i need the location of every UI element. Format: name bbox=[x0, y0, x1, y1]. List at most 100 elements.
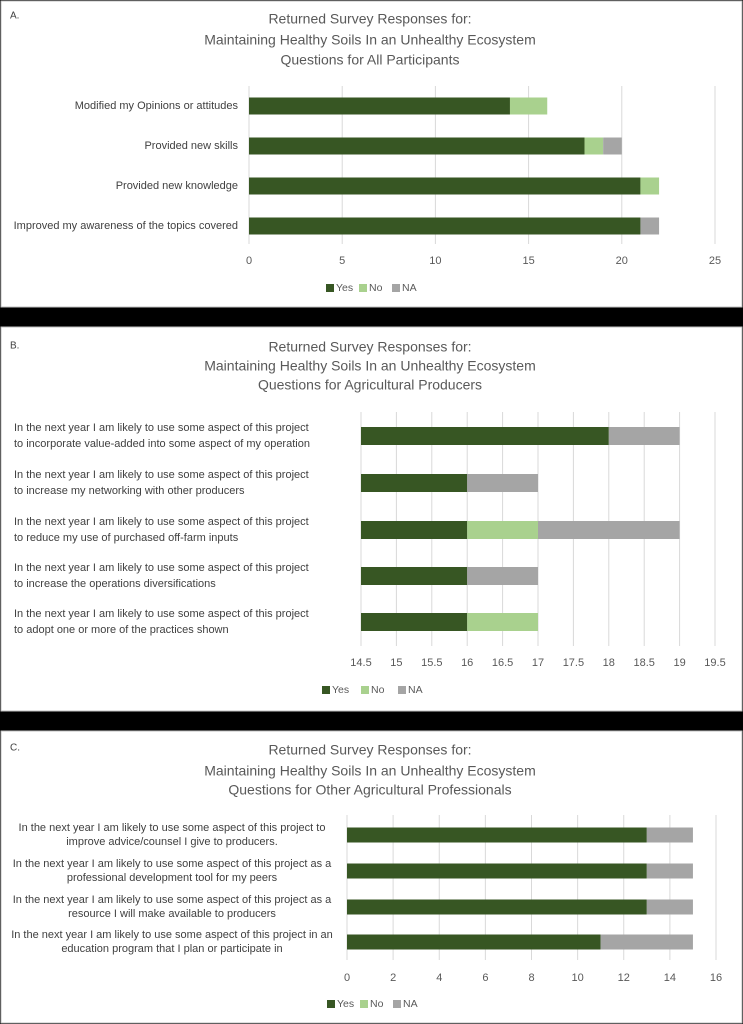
category-label: In the next year I am likely to use some… bbox=[14, 562, 309, 574]
bar-segment bbox=[361, 474, 468, 492]
bar-segment bbox=[347, 934, 601, 950]
legend-label: Yes bbox=[337, 998, 354, 1010]
bar-segment bbox=[361, 613, 468, 631]
bar-segment bbox=[249, 97, 510, 115]
legend-swatch bbox=[361, 686, 369, 694]
x-tick-label: 17.5 bbox=[563, 657, 584, 669]
x-tick-label: 18.5 bbox=[633, 657, 654, 669]
legend-label: NA bbox=[408, 684, 423, 696]
category-label: In the next year I am likely to use some… bbox=[11, 929, 333, 941]
bar-segment bbox=[646, 827, 693, 843]
chart-title: Returned Survey Responses for: bbox=[268, 339, 471, 355]
category-label: In the next year I am likely to use some… bbox=[19, 822, 326, 834]
category-label: In the next year I am likely to use some… bbox=[14, 516, 309, 528]
legend-label: No bbox=[370, 998, 384, 1010]
category-label: to increase my networking with other pro… bbox=[14, 485, 245, 497]
bar-segment bbox=[249, 137, 585, 155]
bar-segment bbox=[467, 613, 538, 631]
x-tick-label: 15.5 bbox=[421, 657, 442, 669]
legend-label: No bbox=[371, 684, 385, 696]
category-label: education program that I plan or partici… bbox=[61, 943, 282, 955]
x-tick-label: 19.5 bbox=[704, 657, 725, 669]
bar-segment bbox=[361, 427, 609, 445]
bar-segment bbox=[538, 521, 680, 539]
x-tick-label: 10 bbox=[572, 972, 584, 984]
category-label: to incorporate value-added into some asp… bbox=[14, 438, 310, 450]
bar-segment bbox=[467, 474, 538, 492]
bar-segment bbox=[361, 521, 468, 539]
category-label: to adopt one or more of the practices sh… bbox=[14, 624, 229, 636]
legend-label: No bbox=[369, 282, 383, 294]
category-label: Provided new knowledge bbox=[116, 180, 238, 192]
chart-title: Returned Survey Responses for: bbox=[268, 742, 471, 758]
panel-label: B. bbox=[10, 341, 19, 352]
x-tick-label: 10 bbox=[429, 255, 441, 267]
x-tick-label: 12 bbox=[618, 972, 630, 984]
chart: B. Returned Survey Responses for: Maintain… bbox=[10, 339, 726, 696]
category-label: to increase the operations diversificati… bbox=[14, 578, 216, 590]
legend-label: Yes bbox=[332, 684, 349, 696]
x-tick-label: 15 bbox=[390, 657, 402, 669]
legend-label: NA bbox=[402, 282, 417, 294]
bar-segment bbox=[608, 427, 680, 445]
legend-swatch bbox=[322, 686, 330, 694]
bar-segment bbox=[600, 934, 693, 950]
category-label: In the next year I am likely to use some… bbox=[14, 608, 309, 620]
bars bbox=[347, 827, 693, 950]
x-tick-label: 14.5 bbox=[350, 657, 371, 669]
legend-swatch bbox=[360, 1000, 368, 1008]
bar-segment bbox=[603, 137, 622, 155]
category-label: In the next year I am likely to use some… bbox=[13, 894, 332, 906]
x-tick-label: 16 bbox=[710, 972, 722, 984]
x-tick-label: 14 bbox=[664, 972, 676, 984]
legend-swatch bbox=[398, 686, 406, 694]
x-tick-label: 2 bbox=[390, 972, 396, 984]
x-tick-label: 0 bbox=[344, 972, 350, 984]
chart-title: Questions for Other Agricultural Profess… bbox=[228, 782, 511, 798]
x-tick-label: 4 bbox=[436, 972, 442, 984]
bar-segment bbox=[361, 567, 468, 585]
x-tick-label: 25 bbox=[709, 255, 721, 267]
legend-swatch bbox=[327, 1000, 335, 1008]
bar-segment bbox=[646, 899, 693, 915]
bar-segment bbox=[509, 97, 548, 115]
bar-segment bbox=[347, 863, 647, 879]
x-tick-label: 6 bbox=[482, 972, 488, 984]
bar-segment bbox=[584, 137, 604, 155]
bar-segment bbox=[347, 827, 647, 843]
category-label: Provided new skills bbox=[144, 140, 238, 152]
bar-segment bbox=[646, 863, 693, 879]
x-tick-label: 5 bbox=[339, 255, 345, 267]
legend-swatch bbox=[393, 1000, 401, 1008]
chart-title: Questions for All Participants bbox=[281, 52, 460, 68]
bar-segment bbox=[467, 567, 538, 585]
category-label: In the next year I am likely to use some… bbox=[13, 858, 332, 870]
chart: A. Returned Survey Responses for: Maintain… bbox=[10, 11, 721, 294]
x-tick-label: 18 bbox=[603, 657, 615, 669]
chart: C. Returned Survey Responses for: Maintain… bbox=[10, 742, 722, 1010]
x-tick-label: 19 bbox=[673, 657, 685, 669]
category-label: In the next year I am likely to use some… bbox=[14, 422, 309, 434]
category-label: to reduce my use of purchased off-farm i… bbox=[14, 532, 239, 544]
chart-title: Maintaining Healthy Soils In an Unhealth… bbox=[204, 358, 536, 374]
legend-swatch bbox=[359, 284, 367, 292]
x-tick-label: 15 bbox=[522, 255, 534, 267]
legend-swatch bbox=[392, 284, 400, 292]
bars bbox=[249, 97, 660, 235]
legend-label: Yes bbox=[336, 282, 353, 294]
bar-segment bbox=[249, 217, 641, 235]
chart-title: Returned Survey Responses for: bbox=[268, 11, 471, 27]
x-tick-label: 0 bbox=[246, 255, 252, 267]
category-label: professional development tool for my pee… bbox=[67, 872, 278, 884]
bar-segment bbox=[640, 217, 660, 235]
panel-label: A. bbox=[10, 11, 19, 22]
panel-label: C. bbox=[10, 743, 20, 754]
legend-label: NA bbox=[403, 998, 418, 1010]
x-tick-label: 16.5 bbox=[492, 657, 513, 669]
chart-title: Questions for Agricultural Producers bbox=[258, 377, 482, 393]
category-label: Improved my awareness of the topics cove… bbox=[14, 220, 238, 232]
bar-segment bbox=[347, 899, 647, 915]
x-tick-label: 17 bbox=[532, 657, 544, 669]
bar-segment bbox=[640, 177, 660, 195]
